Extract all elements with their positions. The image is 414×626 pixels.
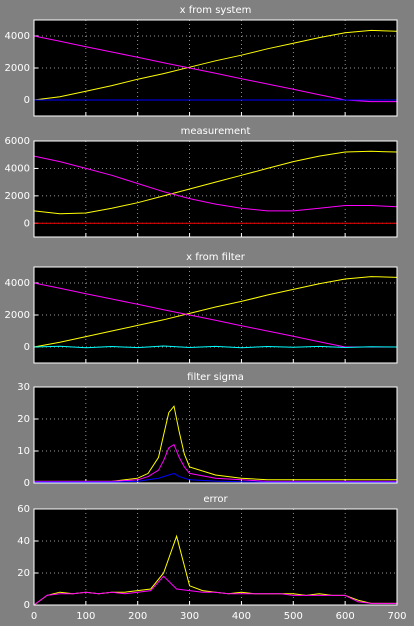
chart-title: x from system: [180, 5, 252, 16]
axes-box: [33, 386, 398, 484]
plot-area: [34, 387, 397, 483]
line: [33, 29, 398, 101]
y-tick-label: 4000: [5, 278, 30, 289]
x-tick-label: 600: [336, 611, 355, 622]
line: [33, 35, 397, 103]
y-tick-label: 2000: [5, 310, 30, 321]
line: [33, 155, 398, 212]
axes-box: [33, 19, 398, 117]
chart-title: x from filter: [186, 252, 246, 263]
chart-title: error: [203, 494, 228, 505]
y-tick-label: 60: [17, 504, 30, 515]
y-tick-label: 4000: [5, 31, 30, 42]
y-tick-label: 0: [24, 218, 30, 229]
line: [33, 345, 398, 349]
line: [33, 276, 398, 348]
x-tick-label: 300: [180, 611, 199, 622]
line: [34, 443, 397, 482]
y-tick-label: 4000: [5, 163, 30, 174]
x-tick-label: 400: [232, 611, 251, 622]
plot-area: [34, 141, 397, 237]
line: [33, 150, 398, 215]
x-tick-label: 700: [387, 611, 406, 622]
line: [33, 282, 397, 348]
line: [34, 405, 397, 482]
chart-title: filter sigma: [187, 372, 244, 383]
chart-title: measurement: [181, 126, 251, 137]
y-tick-label: 0: [24, 478, 30, 489]
axes-box: [33, 508, 398, 606]
y-tick-label: 0: [24, 95, 30, 106]
axes-box: [33, 266, 398, 364]
y-tick-label: 20: [17, 568, 30, 579]
y-tick-label: 6000: [5, 136, 30, 147]
y-tick-label: 2000: [5, 63, 30, 74]
x-tick-label: 200: [128, 611, 147, 622]
y-tick-label: 30: [17, 382, 30, 393]
plot-area: [34, 509, 397, 605]
y-tick-label: 0: [24, 342, 30, 353]
line: [33, 575, 397, 606]
y-tick-label: 40: [17, 536, 30, 547]
axes-box: [33, 140, 398, 238]
y-tick-label: 0: [24, 600, 30, 611]
line: [34, 472, 397, 483]
y-tick-label: 10: [17, 446, 30, 457]
y-tick-label: 2000: [5, 191, 30, 202]
y-tick-label: 20: [17, 414, 30, 425]
x-tick-label: 500: [284, 611, 303, 622]
x-tick-label: 100: [76, 611, 95, 622]
x-tick-label: 0: [31, 611, 37, 622]
